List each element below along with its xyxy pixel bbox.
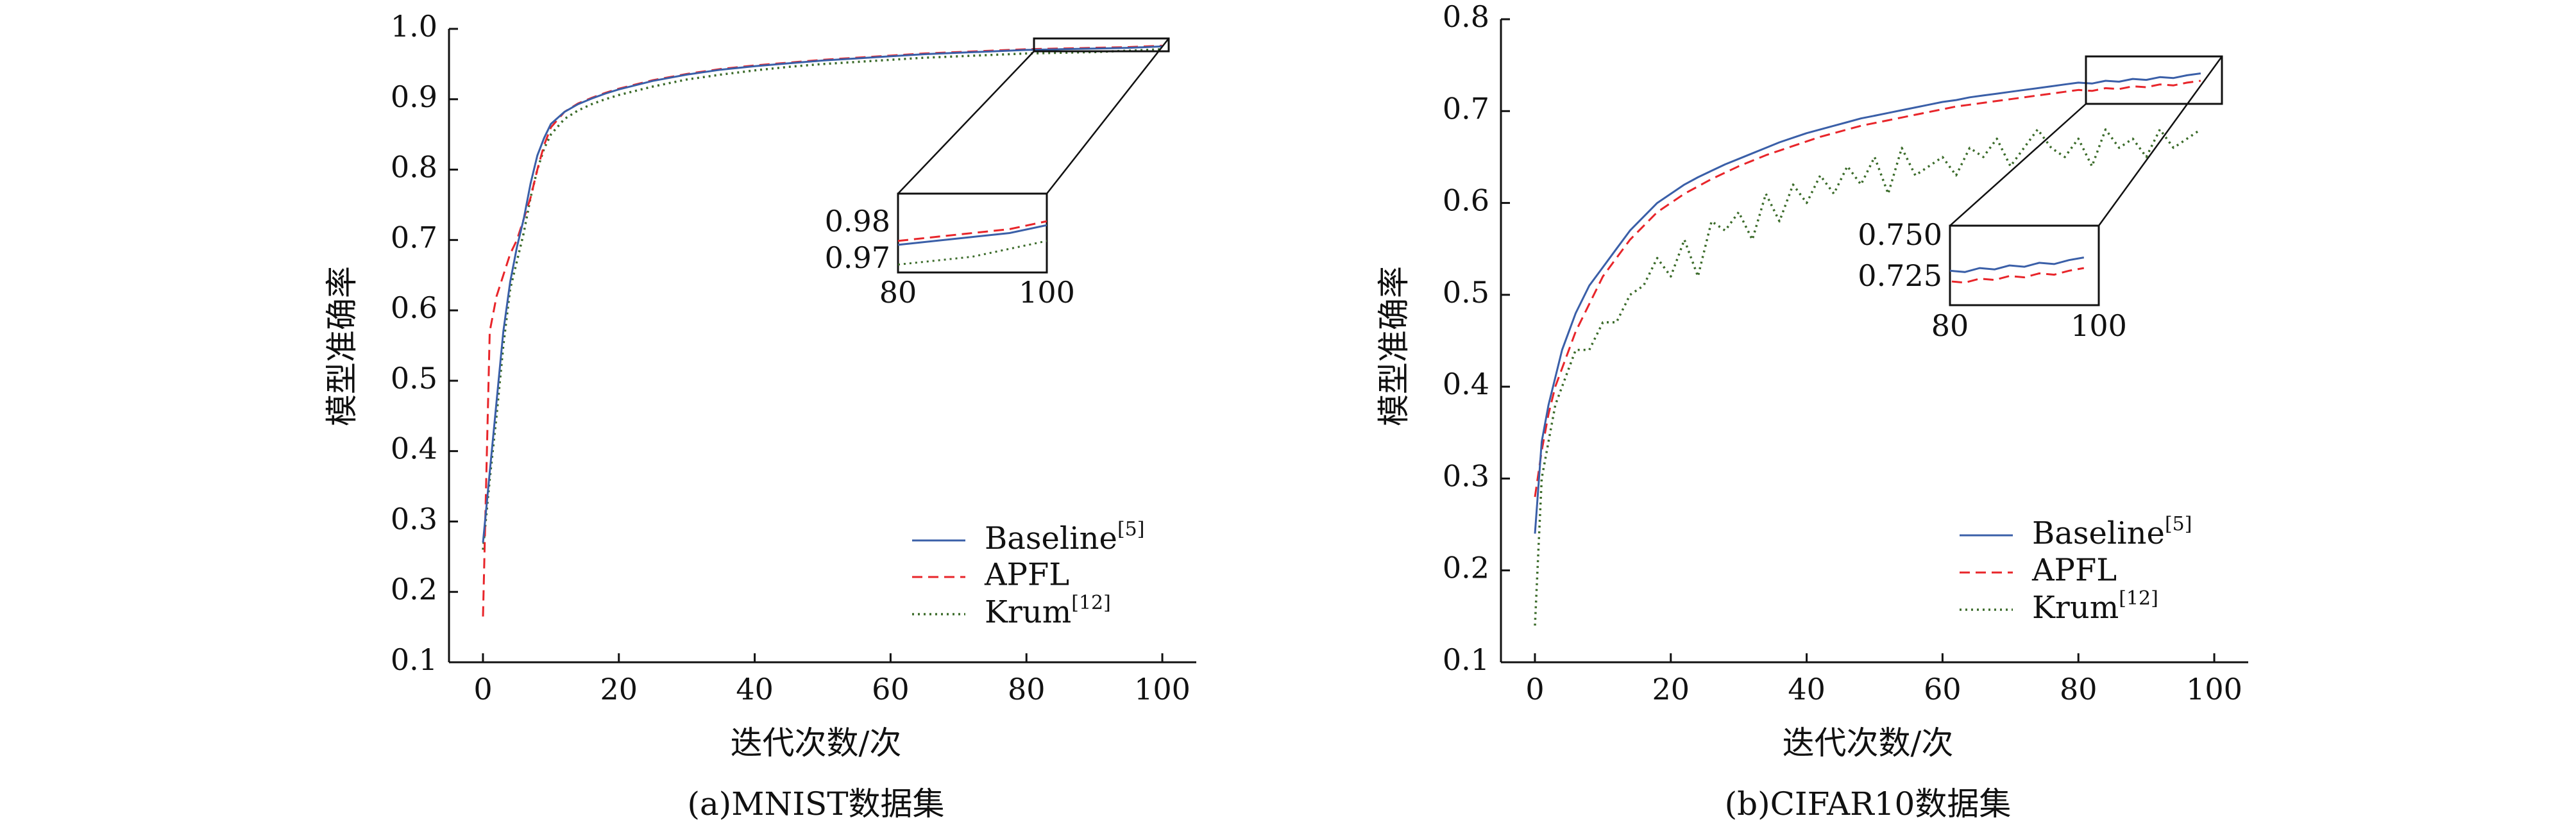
cifar10-xtick-label: 20 [1652, 672, 1690, 706]
inset-series-line-baseline [1950, 256, 2085, 273]
legend-label-baseline: Baseline[5] [2032, 513, 2192, 551]
legend-label-text: Baseline [2032, 515, 2165, 551]
mnist-caption: (a)MNIST数据集 [687, 785, 944, 823]
mnist-xtick-label: 80 [1008, 672, 1046, 706]
mnist-ytick-label: 0.5 [391, 361, 437, 396]
mnist-x-ticks: 0 20 40 60 80 100 [473, 653, 1191, 706]
mnist-zoom-region [1033, 37, 1170, 53]
cifar10-inset: 0.750 0.725 80 100 [1858, 217, 2127, 392]
mnist-xtick-label: 0 [473, 672, 492, 706]
cifar10-xtick-label: 0 [1525, 672, 1544, 706]
series-line-krum [482, 48, 1163, 550]
cifar10-zoom-region [2085, 55, 2223, 105]
mnist-xtick-label: 100 [1134, 672, 1191, 706]
cifar10-inset-ytick-label: 0.725 [1858, 258, 1942, 293]
cifar10-inset-xtick-label: 80 [1931, 308, 1969, 343]
cifar10-xtick-label: 80 [2060, 672, 2097, 706]
mnist-xtick-label: 60 [872, 672, 910, 706]
series-line-baseline [482, 45, 1163, 543]
cifar10-inset-series-lines [1920, 256, 2085, 392]
legend-citation: [12] [1071, 592, 1111, 614]
cifar10-ytick-label: 0.7 [1443, 91, 1489, 126]
cifar10-series-lines [1534, 72, 2201, 626]
cifar10-ytick-label: 0.3 [1443, 458, 1489, 493]
mnist-axes [448, 29, 1196, 664]
cifar10-inset-frame [1949, 224, 2100, 306]
inset-series-line-apfl [898, 220, 1047, 242]
cifar10-ytick-label: 0.5 [1443, 275, 1489, 310]
cifar10-inset-ytick-label: 0.750 [1858, 217, 1942, 252]
cifar10-legend: Baseline[5] APFL Krum[12] [1960, 513, 2192, 626]
mnist-ytick-label: 1.0 [391, 9, 437, 44]
mnist-y-axis-title: 模型准确率 [323, 266, 360, 426]
cifar10-xtick-label: 40 [1788, 672, 1826, 706]
cifar10-ytick-label: 0.2 [1443, 551, 1489, 585]
cifar10-x-axis-title: 迭代次数/次 [1783, 724, 1954, 762]
cifar10-y-ticks: 0.1 0.2 0.3 0.4 0.5 0.6 0.7 0.8 [1443, 0, 1510, 677]
cifar10-inset-xtick-label: 100 [2071, 308, 2127, 343]
cifar10-caption: (b)CIFAR10数据集 [1725, 785, 2012, 823]
mnist-inset-ytick-label: 0.98 [825, 204, 890, 238]
cifar10-x-ticks: 0 20 40 60 80 100 [1525, 653, 2242, 706]
legend-label-text: Krum [985, 594, 1071, 630]
inset-series-line-krum [898, 240, 1047, 266]
legend-citation: [5] [1117, 518, 1145, 540]
cifar10-xtick-label: 60 [1924, 672, 1962, 706]
mnist-inset-frame [897, 192, 1048, 274]
cifar10-zoom-connector-left [1949, 103, 2087, 226]
mnist-ytick-label: 0.8 [391, 150, 437, 185]
legend-label-baseline: Baseline[5] [985, 518, 1144, 556]
cifar10-ytick-label: 0.8 [1443, 0, 1489, 34]
legend-label-krum: Krum[12] [985, 592, 1111, 630]
series-line-apfl [1534, 79, 2201, 497]
cifar10-ytick-label: 0.1 [1443, 642, 1489, 677]
legend-citation: [12] [2119, 587, 2158, 610]
inset-series-line-baseline [898, 224, 1047, 246]
legend-label-krum: Krum[12] [2032, 587, 2158, 626]
mnist-inset: 0.98 0.97 80 100 [825, 192, 1075, 310]
mnist-x-axis-title: 迭代次数/次 [731, 724, 902, 762]
mnist-legend: Baseline[5] APFL Krum[12] [912, 518, 1144, 630]
cifar10-chart-panel: 0.1 0.2 0.3 0.4 0.5 0.6 0.7 0.8 0 20 40 60 80 100 0.… [1375, 0, 2248, 823]
cifar10-axes [1500, 19, 2248, 664]
mnist-ytick-label: 0.2 [391, 572, 437, 606]
mnist-xtick-label: 20 [600, 672, 638, 706]
cifar10-zoom-connector-right [2097, 56, 2223, 226]
mnist-chart-panel: 0.1 0.2 0.3 0.4 0.5 0.6 0.7 0.8 0.9 1.0 0 20 40 60 80… [323, 9, 1196, 823]
mnist-ytick-label: 0.1 [391, 642, 437, 677]
mnist-ytick-label: 0.6 [391, 290, 437, 325]
mnist-ytick-label: 0.9 [391, 79, 437, 114]
cifar10-y-axis-title: 模型准确率 [1375, 266, 1412, 426]
mnist-zoom-connector-left [897, 51, 1035, 194]
legend-label-text: Krum [2032, 590, 2119, 626]
mnist-inset-ytick-label: 0.97 [825, 240, 890, 275]
mnist-zoom-connector-right [1046, 38, 1169, 194]
inset-series-line-krum [1920, 339, 2084, 392]
cifar10-ytick-label: 0.6 [1443, 183, 1489, 218]
legend-label-apfl: APFL [2031, 553, 2117, 589]
legend-label-text: Baseline [985, 521, 1117, 556]
mnist-inset-xtick-label: 100 [1019, 275, 1075, 310]
cifar10-ytick-label: 0.4 [1443, 367, 1489, 401]
series-line-baseline [1534, 72, 2201, 534]
legend-citation: [5] [2165, 513, 2192, 535]
cifar10-xtick-label: 100 [2186, 672, 2242, 706]
mnist-xtick-label: 40 [736, 672, 774, 706]
mnist-inset-series-lines [898, 220, 1047, 266]
mnist-series-lines [482, 44, 1163, 617]
legend-label-apfl: APFL [984, 557, 1069, 593]
mnist-ytick-label: 0.3 [391, 501, 437, 536]
mnist-ytick-label: 0.7 [391, 220, 437, 255]
inset-series-line-apfl [1950, 267, 2085, 284]
mnist-inset-xtick-label: 80 [879, 275, 917, 310]
mnist-ytick-label: 0.4 [391, 431, 437, 466]
mnist-y-ticks: 0.1 0.2 0.3 0.4 0.5 0.6 0.7 0.8 0.9 1.0 [391, 9, 458, 677]
series-line-krum [1534, 128, 2201, 626]
